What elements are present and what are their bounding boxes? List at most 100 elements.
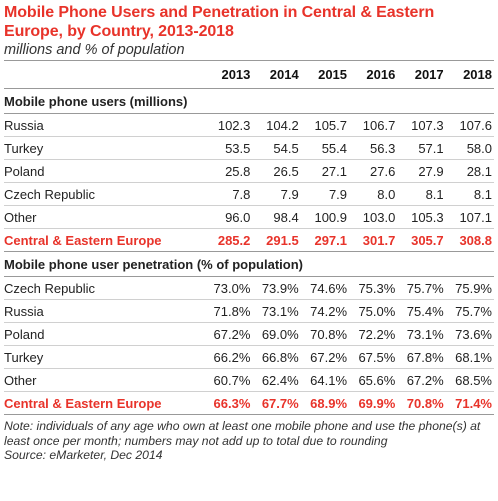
section-heading: Mobile phone user penetration (% of popu… xyxy=(4,251,494,277)
row-label: Russia xyxy=(4,299,205,323)
value-cell: 69.0% xyxy=(252,322,301,346)
table-row: Turkey 53.5 54.5 55.4 56.3 57.1 58.0 xyxy=(4,136,494,160)
year-header: 2014 xyxy=(252,60,301,89)
value-cell: 103.0 xyxy=(349,205,398,229)
total-value-cell: 70.8% xyxy=(397,391,446,415)
value-cell: 105.7 xyxy=(300,113,350,137)
table-body: Mobile phone users (millions) Russia 102.3… xyxy=(4,88,494,415)
total-label: Central & Eastern Europe xyxy=(4,228,205,252)
value-cell: 55.4 xyxy=(300,136,350,160)
value-cell: 75.0% xyxy=(349,299,398,323)
value-cell: 74.6% xyxy=(300,276,350,300)
value-cell: 106.7 xyxy=(349,113,398,137)
year-header: 2016 xyxy=(349,60,398,89)
value-cell: 98.4 xyxy=(252,205,301,229)
value-cell: 107.3 xyxy=(397,113,446,137)
value-cell: 25.8 xyxy=(204,159,253,183)
value-cell: 27.9 xyxy=(397,159,446,183)
value-cell: 60.7% xyxy=(204,368,253,392)
chart-title: Mobile Phone Users and Penetration in Ce… xyxy=(4,4,435,40)
chart-subtitle: millions and % of population xyxy=(4,42,185,58)
row-label: Czech Republic xyxy=(4,182,205,206)
value-cell: 7.8 xyxy=(204,182,253,206)
total-value-cell: 69.9% xyxy=(349,391,398,415)
total-value-cell: 291.5 xyxy=(252,228,301,252)
total-value-cell: 71.4% xyxy=(445,391,494,415)
value-cell: 8.1 xyxy=(397,182,446,206)
value-cell: 58.0 xyxy=(445,136,494,160)
total-value-cell: 305.7 xyxy=(397,228,446,252)
value-cell: 73.1% xyxy=(397,322,446,346)
table-row: Russia 71.8% 73.1% 74.2% 75.0% 75.4% 75.7% xyxy=(4,299,494,323)
source-text: Source: eMarketer, Dec 2014 xyxy=(4,448,163,462)
chart-container: Mobile Phone Users and Penetration in Ce… xyxy=(4,0,494,463)
row-label: Other xyxy=(4,368,205,392)
table-row: Other 60.7% 62.4% 64.1% 65.6% 67.2% 68.5% xyxy=(4,368,494,392)
value-cell: 74.2% xyxy=(300,299,350,323)
value-cell: 68.5% xyxy=(445,368,494,392)
section-heading-row: Mobile phone users (millions) xyxy=(4,88,494,114)
total-value-cell: 68.9% xyxy=(300,391,350,415)
value-cell: 73.9% xyxy=(252,276,301,300)
value-cell: 67.2% xyxy=(397,368,446,392)
data-table: 2013 2014 2015 2016 2017 2018 Mobile pho… xyxy=(4,60,494,415)
header-row: 2013 2014 2015 2016 2017 2018 xyxy=(4,60,494,89)
row-label: Poland xyxy=(4,159,205,183)
value-cell: 75.7% xyxy=(445,299,494,323)
table-row: Czech Republic 7.8 7.9 7.9 8.0 8.1 8.1 xyxy=(4,182,494,206)
total-value-cell: 301.7 xyxy=(349,228,398,252)
row-label: Turkey xyxy=(4,136,205,160)
value-cell: 105.3 xyxy=(397,205,446,229)
value-cell: 56.3 xyxy=(349,136,398,160)
total-value-cell: 297.1 xyxy=(300,228,350,252)
value-cell: 73.0% xyxy=(204,276,253,300)
total-label: Central & Eastern Europe xyxy=(4,391,205,415)
row-label: Czech Republic xyxy=(4,276,205,300)
value-cell: 66.8% xyxy=(252,345,301,369)
value-cell: 64.1% xyxy=(300,368,350,392)
value-cell: 62.4% xyxy=(252,368,301,392)
row-label: Other xyxy=(4,205,205,229)
value-cell: 96.0 xyxy=(204,205,253,229)
row-label: Turkey xyxy=(4,345,205,369)
value-cell: 107.1 xyxy=(445,205,494,229)
table-row: Russia 102.3 104.2 105.7 106.7 107.3 107.6 xyxy=(4,113,494,137)
row-label: Poland xyxy=(4,322,205,346)
value-cell: 102.3 xyxy=(204,113,253,137)
value-cell: 75.9% xyxy=(445,276,494,300)
note-text: Note: individuals of any age who own at … xyxy=(4,419,481,448)
value-cell: 67.2% xyxy=(300,345,350,369)
value-cell: 107.6 xyxy=(445,113,494,137)
table-row: Poland 25.8 26.5 27.1 27.6 27.9 28.1 xyxy=(4,159,494,183)
value-cell: 57.1 xyxy=(397,136,446,160)
value-cell: 72.2% xyxy=(349,322,398,346)
value-cell: 8.0 xyxy=(349,182,398,206)
value-cell: 28.1 xyxy=(445,159,494,183)
value-cell: 100.9 xyxy=(300,205,350,229)
total-value-cell: 308.8 xyxy=(445,228,494,252)
year-header: 2018 xyxy=(445,60,494,89)
header-label-cell xyxy=(4,60,205,89)
value-cell: 54.5 xyxy=(252,136,301,160)
total-value-cell: 285.2 xyxy=(204,228,253,252)
value-cell: 73.1% xyxy=(252,299,301,323)
total-value-cell: 67.7% xyxy=(252,391,301,415)
table-row: Other 96.0 98.4 100.9 103.0 105.3 107.1 xyxy=(4,205,494,229)
year-header: 2013 xyxy=(204,60,253,89)
value-cell: 104.2 xyxy=(252,113,301,137)
year-header: 2015 xyxy=(300,60,350,89)
value-cell: 8.1 xyxy=(445,182,494,206)
value-cell: 75.4% xyxy=(397,299,446,323)
value-cell: 7.9 xyxy=(252,182,301,206)
section-heading: Mobile phone users (millions) xyxy=(4,88,494,114)
value-cell: 70.8% xyxy=(300,322,350,346)
value-cell: 73.6% xyxy=(445,322,494,346)
value-cell: 67.5% xyxy=(349,345,398,369)
total-row: Central & Eastern Europe 285.2 291.5 297.1 3… xyxy=(4,228,494,252)
value-cell: 67.8% xyxy=(397,345,446,369)
value-cell: 66.2% xyxy=(204,345,253,369)
value-cell: 7.9 xyxy=(300,182,350,206)
value-cell: 27.6 xyxy=(349,159,398,183)
value-cell: 53.5 xyxy=(204,136,253,160)
value-cell: 67.2% xyxy=(204,322,253,346)
